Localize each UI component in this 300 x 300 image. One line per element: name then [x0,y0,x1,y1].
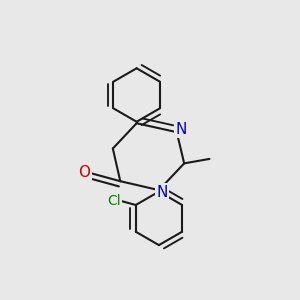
Text: N: N [176,122,187,137]
Text: Cl: Cl [107,194,121,208]
Text: N: N [156,185,168,200]
Text: O: O [79,165,91,180]
